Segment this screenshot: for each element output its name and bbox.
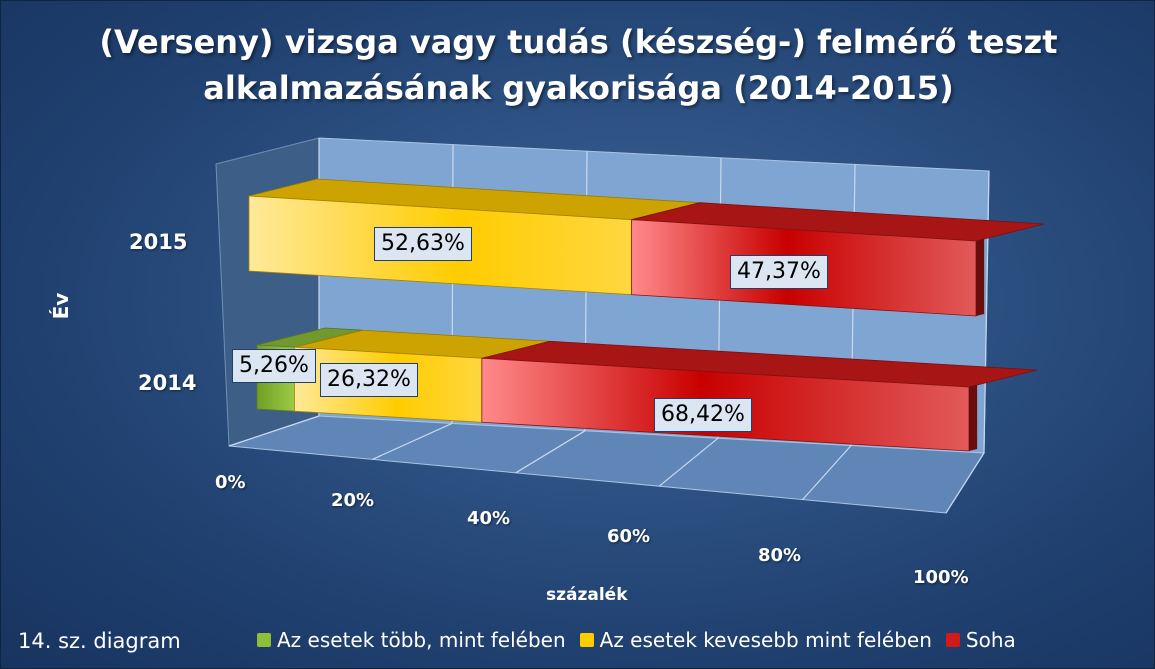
data-label-2014-tobb: 5,26% <box>232 349 316 383</box>
legend-swatch-tobb <box>257 633 271 647</box>
gridline-wall-5 <box>983 170 990 454</box>
gridline-floor-4 <box>802 445 852 501</box>
bar-2015-soha-end <box>976 238 985 316</box>
legend-item-soha: Soha <box>945 628 1016 652</box>
x-tick-100: 100% <box>913 567 969 588</box>
data-label-2015-kevesebb: 52,63% <box>374 227 472 261</box>
data-label-2014-kevesebb: 26,32% <box>320 363 418 397</box>
legend-swatch-kevesebb <box>579 633 594 647</box>
gridline-floor-1 <box>372 422 453 460</box>
gridline-floor-2 <box>515 430 586 474</box>
data-label-2014-soha: 68,42% <box>654 398 752 432</box>
legend-text-kevesebb: Az esetek kevesebb mint felében <box>599 628 932 652</box>
x-tick-60: 60% <box>607 526 651 547</box>
y-axis-label: Év <box>49 292 73 320</box>
bar-2014-soha-end <box>969 384 978 451</box>
category-label-2015: 2015 <box>129 230 188 254</box>
chart-title-line-1: (Verseny) vizsga vagy tudás (készség-) f… <box>99 23 1058 61</box>
gridline-floor-5 <box>945 452 985 514</box>
legend-item-tobb: Az esetek több, mint felében <box>257 628 566 652</box>
gridline-floor-3 <box>658 437 719 487</box>
x-axis-label: százalék <box>546 585 628 605</box>
data-label-2015-soha: 47,37% <box>730 255 828 289</box>
legend-text-soha: Soha <box>965 628 1016 652</box>
legend-swatch-soha <box>945 633 960 647</box>
x-tick-0: 0% <box>215 472 246 493</box>
category-label-2014: 2014 <box>138 371 197 395</box>
legend: Az esetek több, mint felében Az esetek k… <box>257 624 1016 656</box>
x-tick-80: 80% <box>758 545 802 566</box>
chart-title-line-2: alkalmazásának gyakorisága (2014-2015) <box>203 69 954 107</box>
x-tick-40: 40% <box>467 508 511 529</box>
x-tick-20: 20% <box>331 490 375 511</box>
legend-item-kevesebb: Az esetek kevesebb mint felében <box>579 628 932 652</box>
legend-text-tobb: Az esetek több, mint felében <box>277 628 566 652</box>
gridline-floor-0 <box>228 415 320 447</box>
diagram-caption: 14. sz. diagram <box>18 629 181 653</box>
